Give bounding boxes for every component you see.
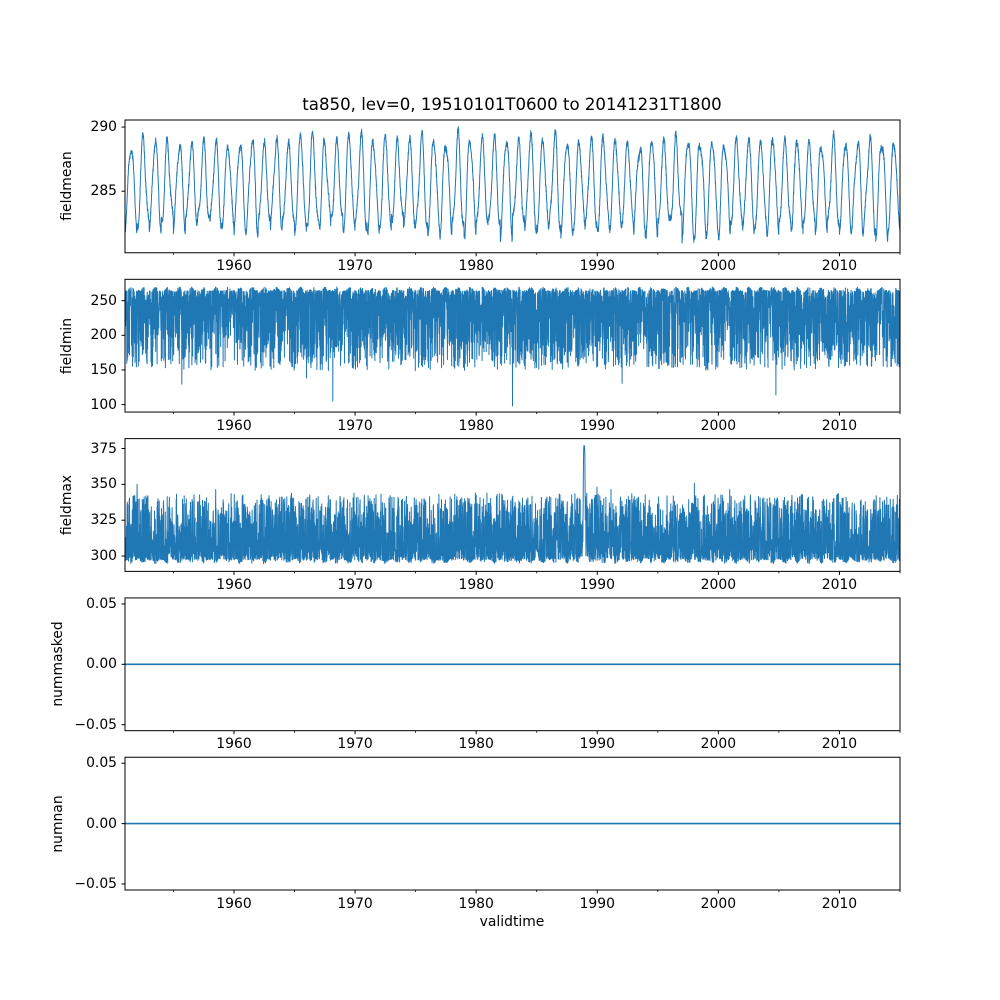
axes-frame-fieldmin [124, 278, 901, 413]
x-axis-label: validtime [479, 914, 545, 930]
y-axis-label-numnan: numnan [50, 795, 66, 853]
x-tick-label: 1960 [216, 895, 252, 912]
x-tick-label: 1980 [458, 576, 494, 593]
x-tick-label: 1960 [216, 576, 252, 593]
x-tick-label: 2000 [700, 258, 737, 275]
y-axis-label-nummasked: nummasked [50, 621, 66, 707]
figure-title: ta850, lev=0, 19510101T0600 to 20141231T… [302, 95, 722, 114]
y-tick-label: 200 [90, 327, 117, 344]
x-tick-label: 1980 [458, 895, 494, 912]
x-tick-label: 1970 [337, 576, 373, 593]
x-tick-label: 2000 [700, 576, 737, 593]
y-tick-label: 300 [90, 548, 117, 565]
x-tick-label: 2000 [700, 736, 737, 753]
y-tick-label: 375 [90, 440, 117, 457]
x-tick-label: 2010 [821, 576, 858, 593]
y-tick-label: 0.00 [86, 656, 117, 673]
y-tick-label: 350 [90, 476, 117, 493]
axes-frame-fieldmean [124, 119, 901, 254]
x-tick-label: 1960 [216, 417, 252, 434]
y-tick-label: 325 [90, 512, 117, 529]
x-tick-label: 1980 [458, 258, 494, 275]
x-tick-label: 2000 [700, 895, 737, 912]
series-line-fieldmax [124, 445, 901, 565]
x-tick-label: 1990 [579, 576, 615, 593]
x-tick-label: 1980 [458, 417, 494, 434]
y-tick-label: −0.05 [74, 716, 117, 733]
x-tick-label: 2010 [821, 258, 858, 275]
x-tick-label: 1990 [579, 417, 615, 434]
y-tick-label: −0.05 [74, 875, 117, 892]
y-axis-label-fieldmean: fieldmean [59, 151, 75, 221]
y-tick-label: 285 [90, 183, 117, 200]
x-tick-label: 1970 [337, 417, 373, 434]
y-tick-label: 0.00 [86, 815, 117, 832]
x-tick-label: 1960 [216, 736, 252, 753]
y-axis-label-fieldmax: fieldmax [59, 474, 75, 536]
y-tick-label: 0.05 [86, 755, 117, 772]
x-tick-label: 2010 [821, 736, 858, 753]
y-tick-label: 100 [90, 396, 117, 413]
x-tick-label: 2010 [821, 895, 858, 912]
x-tick-label: 1960 [216, 258, 252, 275]
y-tick-label: 290 [90, 119, 117, 136]
x-tick-label: 1980 [458, 736, 494, 753]
axes-frame-fieldmax [124, 438, 901, 572]
x-tick-label: 1990 [579, 258, 615, 275]
series-line-fieldmin [124, 286, 901, 407]
y-axis-label-fieldmin: fieldmin [59, 317, 75, 375]
x-tick-label: 1990 [579, 895, 615, 912]
y-tick-label: 250 [90, 292, 117, 309]
x-tick-label: 1970 [337, 895, 373, 912]
y-tick-label: 0.05 [86, 595, 117, 612]
x-tick-label: 1990 [579, 736, 615, 753]
series-line-fieldmean [124, 126, 901, 244]
x-tick-label: 2000 [700, 417, 737, 434]
y-tick-label: 150 [90, 361, 117, 378]
x-tick-label: 1970 [337, 258, 373, 275]
x-tick-label: 2010 [821, 417, 858, 434]
x-tick-label: 1970 [337, 736, 373, 753]
